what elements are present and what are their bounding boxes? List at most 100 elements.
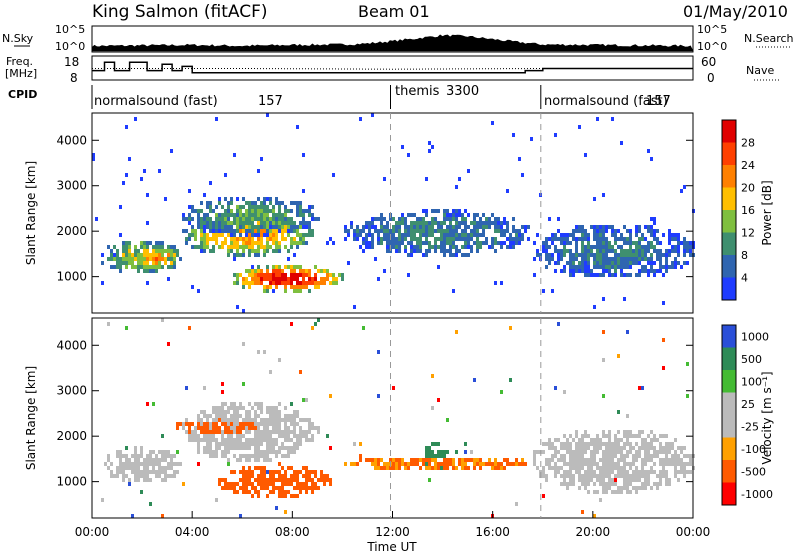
- power-heatmap-cell: [608, 257, 611, 261]
- power-heatmap-cell: [455, 253, 458, 257]
- velocity-heatmap-cell: [503, 458, 506, 462]
- power-heatmap-cell: [650, 229, 653, 233]
- velocity-heatmap-cell: [545, 442, 548, 446]
- x-tick-label: 04:00: [175, 525, 210, 539]
- power-heatmap-cell: [233, 217, 236, 221]
- velocity-heatmap-cell: [425, 450, 428, 454]
- colorbar-tick-label: -1000: [741, 488, 773, 501]
- power-heatmap-cell: [641, 265, 644, 269]
- velocity-heatmap-cell: [233, 422, 236, 426]
- velocity-heatmap-cell: [599, 446, 602, 450]
- power-heatmap-cell: [161, 245, 164, 249]
- velocity-heatmap-cell: [131, 454, 134, 458]
- velocity-heatmap-cell: [272, 410, 275, 414]
- power-heatmap-cell: [293, 273, 296, 277]
- colorbar-tick-label: -500: [741, 465, 766, 478]
- power-heatmap-cell: [167, 257, 170, 261]
- power-heatmap-cell: [251, 241, 254, 245]
- power-heatmap-cell: [308, 225, 311, 229]
- power-heatmap-cell: [614, 237, 617, 241]
- velocity-heatmap-cell: [434, 462, 437, 466]
- velocity-heatmap-cell: [209, 422, 212, 426]
- velocity-heatmap-cell: [602, 478, 605, 482]
- power-heatmap-cell: [242, 217, 245, 221]
- velocity-heatmap-cell: [140, 490, 143, 494]
- power-heatmap-cell: [455, 213, 458, 217]
- colorbar-segment: [722, 210, 736, 233]
- power-heatmap-cell: [482, 229, 485, 233]
- power-heatmap-cell: [557, 249, 560, 253]
- velocity-heatmap-cell: [236, 490, 239, 494]
- power-heatmap-cell: [452, 233, 455, 237]
- velocity-heatmap-cell: [299, 418, 302, 422]
- velocity-heatmap-cell: [197, 438, 200, 442]
- velocity-heatmap-cell: [581, 446, 584, 450]
- velocity-heatmap-cell: [551, 454, 554, 458]
- power-heatmap-cell: [677, 233, 680, 237]
- velocity-heatmap-cell: [623, 454, 626, 458]
- velocity-heatmap-cell: [233, 406, 236, 410]
- velocity-heatmap-cell: [617, 438, 620, 442]
- velocity-heatmap-cell: [359, 442, 362, 446]
- velocity-heatmap-cell: [422, 458, 425, 462]
- velocity-heatmap-cell: [212, 438, 215, 442]
- velocity-heatmap-cell: [245, 482, 248, 486]
- power-heatmap-cell: [419, 229, 422, 233]
- power-heatmap-cell: [518, 157, 521, 161]
- power-heatmap-cell: [485, 225, 488, 229]
- cpid-panel: CPID normalsound (fast) 157 themis 3300 …: [8, 84, 671, 109]
- power-heatmap-cell: [392, 237, 395, 241]
- power-heatmap-cell: [557, 253, 560, 257]
- power-heatmap-cell: [413, 213, 416, 217]
- velocity-heatmap-cell: [614, 490, 617, 494]
- power-heatmap-cell: [284, 209, 287, 213]
- velocity-heatmap-cell: [275, 406, 278, 410]
- power-heatmap-cell: [623, 265, 626, 269]
- power-heatmap-cell: [602, 265, 605, 269]
- power-heatmap-cell: [545, 257, 548, 261]
- power-heatmap-cell: [644, 265, 647, 269]
- power-heatmap-cell: [326, 277, 329, 281]
- power-heatmap-cell: [638, 269, 641, 273]
- power-heatmap-cell: [500, 241, 503, 245]
- power-heatmap-cell: [536, 249, 539, 253]
- power-heatmap-cell: [455, 225, 458, 229]
- power-heatmap-cell: [464, 241, 467, 245]
- power-heatmap-cell: [578, 261, 581, 265]
- velocity-heatmap-cell: [230, 470, 233, 474]
- velocity-heatmap-cell: [248, 478, 251, 482]
- power-heatmap-cell: [584, 249, 587, 253]
- power-heatmap-cell: [608, 269, 611, 273]
- velocity-heatmap-cell: [236, 426, 239, 430]
- velocity-heatmap-cell: [398, 462, 401, 466]
- velocity-heatmap-cell: [650, 438, 653, 442]
- power-heatmap-cell: [221, 241, 224, 245]
- power-heatmap-cell: [203, 221, 206, 225]
- velocity-heatmap-cell: [566, 462, 569, 466]
- velocity-heatmap-cell: [233, 402, 236, 406]
- power-heatmap-cell: [686, 261, 689, 265]
- power-heatmap-cell: [614, 265, 617, 269]
- power-heatmap-cell: [500, 281, 503, 285]
- velocity-heatmap-cell: [149, 478, 152, 482]
- x-tick-label: 20:00: [576, 525, 611, 539]
- power-heatmap-cell: [173, 245, 176, 249]
- power-heatmap-cell: [167, 277, 170, 281]
- velocity-heatmap-cell: [290, 474, 293, 478]
- velocity-heatmap-cell: [659, 458, 662, 462]
- power-heatmap-cell: [356, 229, 359, 233]
- velocity-heatmap-cell: [269, 490, 272, 494]
- velocity-heatmap-cell: [653, 462, 656, 466]
- power-heatmap-cell: [161, 265, 164, 269]
- velocity-heatmap-cell: [398, 458, 401, 462]
- power-heatmap-cell: [626, 265, 629, 269]
- velocity-heatmap-cell: [638, 486, 641, 490]
- power-heatmap-cell: [686, 245, 689, 249]
- velocity-heatmap-cell: [275, 438, 278, 442]
- velocity-heatmap-cell: [263, 466, 266, 470]
- velocity-heatmap-cell: [107, 458, 110, 462]
- power-heatmap-cell: [443, 229, 446, 233]
- velocity-heatmap-cell: [242, 442, 245, 446]
- velocity-heatmap-cell: [641, 466, 644, 470]
- power-heatmap-cell: [473, 213, 476, 217]
